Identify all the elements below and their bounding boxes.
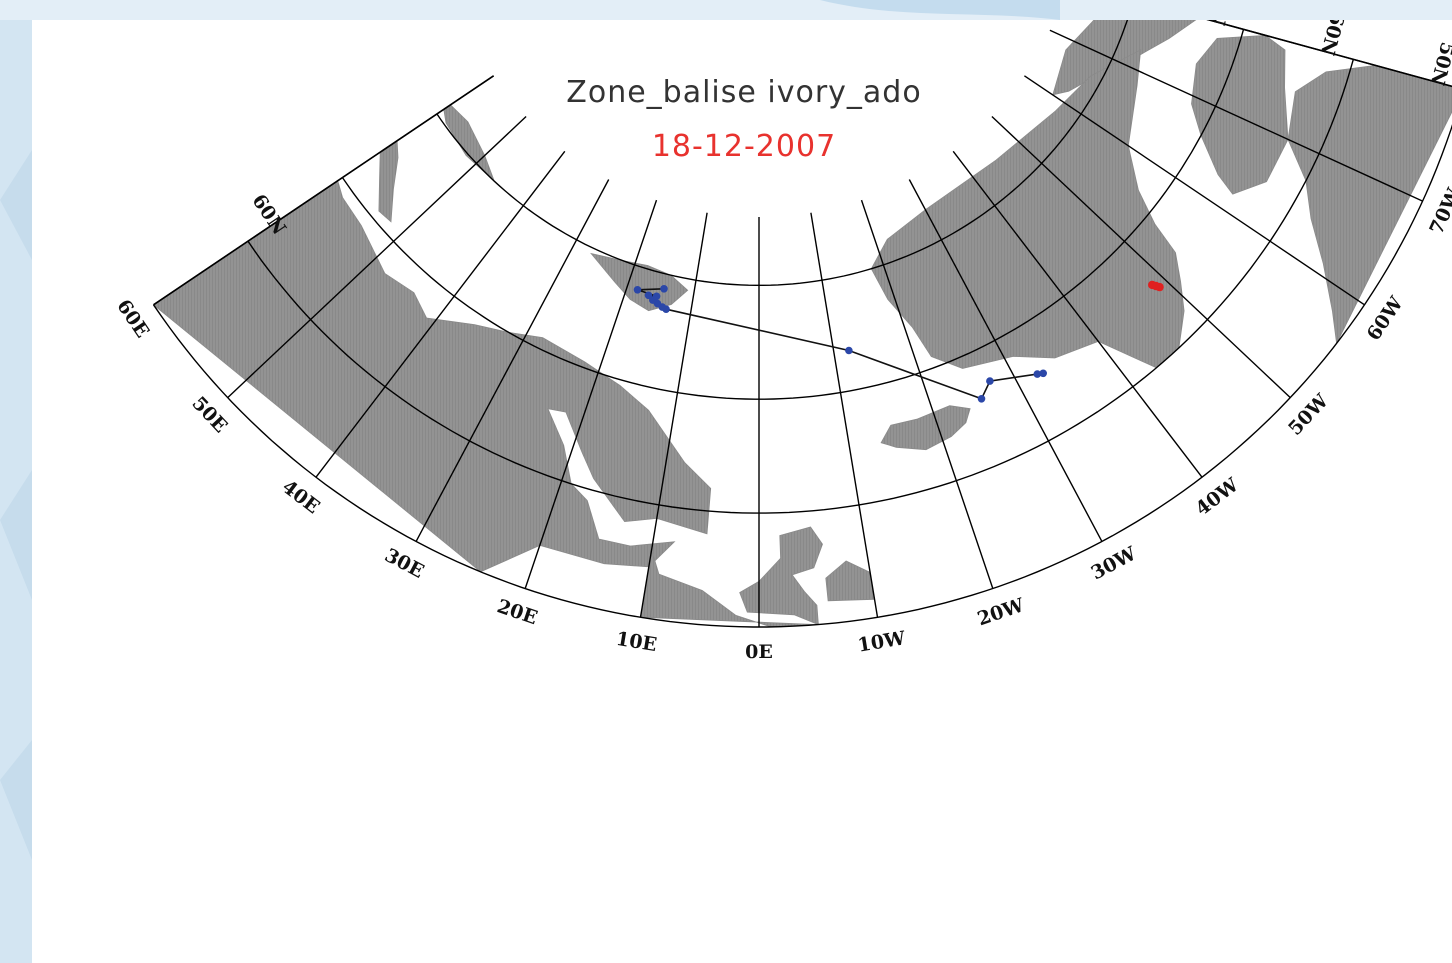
meridian (639, 212, 708, 618)
longitude-label: 40E (278, 476, 324, 518)
track-point (652, 292, 661, 301)
track-point (845, 346, 853, 355)
longitude-label: 20E (494, 595, 540, 629)
graticule (152, 20, 1452, 628)
meridian (315, 150, 566, 478)
track-point (644, 291, 653, 300)
longitude-label: 0E (745, 641, 773, 663)
meridian (227, 115, 527, 399)
latitude-label-left: 70N (1206, 20, 1239, 28)
longitude-label: 10W (856, 627, 907, 657)
track-point (633, 286, 642, 294)
land-svalbard (590, 252, 689, 312)
meridian (908, 179, 1103, 542)
meridian (415, 179, 610, 542)
meridian (991, 115, 1291, 399)
meridian (1024, 75, 1365, 306)
longitude-label: 10E (614, 628, 658, 656)
track-point (986, 377, 994, 385)
longitude-label: 20W (975, 594, 1028, 630)
land-iceland (880, 405, 971, 451)
longitude-label: 40W (1192, 473, 1244, 520)
land-north-america (1287, 64, 1452, 345)
latitude-label-left: 60N (1316, 20, 1349, 58)
land-novaya-zemlya (371, 84, 399, 223)
longitude-label: 30W (1087, 542, 1140, 584)
longitude-label: 60W (1363, 292, 1408, 344)
track-point (660, 285, 668, 293)
land-franz-josef (441, 94, 495, 182)
map-panel: Zone_balise ivory_ado 18-12-2007 80W70W6… (32, 20, 1452, 963)
land-great-britain (739, 526, 823, 626)
fan-edge (1206, 20, 1452, 88)
meridian (810, 212, 879, 618)
start-point (1148, 280, 1157, 290)
longitude-label: 50E (187, 392, 231, 437)
latitude-label-left: 50N (1426, 40, 1452, 88)
longitude-label: 30E (381, 544, 427, 583)
fan-edge (153, 75, 495, 306)
track-point (1033, 370, 1042, 378)
land-ireland (825, 560, 875, 602)
meridian (860, 199, 994, 589)
meridian (952, 150, 1203, 478)
land-baffin-island (1191, 34, 1289, 195)
land-eurasia (153, 180, 712, 573)
land-greenland (870, 49, 1185, 369)
longitude-label: 60E (112, 296, 153, 342)
polar-projection-map: Zone_balise ivory_ado 18-12-2007 80W70W6… (112, 20, 1452, 663)
meridian (524, 199, 658, 589)
land-masses (153, 20, 1452, 628)
meridian (1049, 29, 1423, 202)
longitude-label: 70W (1425, 185, 1452, 238)
track-point (977, 395, 986, 403)
track-point (1039, 369, 1047, 378)
map-title: Zone_balise ivory_ado (566, 75, 921, 110)
map-date: 18-12-2007 (652, 129, 836, 164)
drifter-track (633, 280, 1164, 403)
land-arctic-archipelago (1052, 20, 1201, 96)
